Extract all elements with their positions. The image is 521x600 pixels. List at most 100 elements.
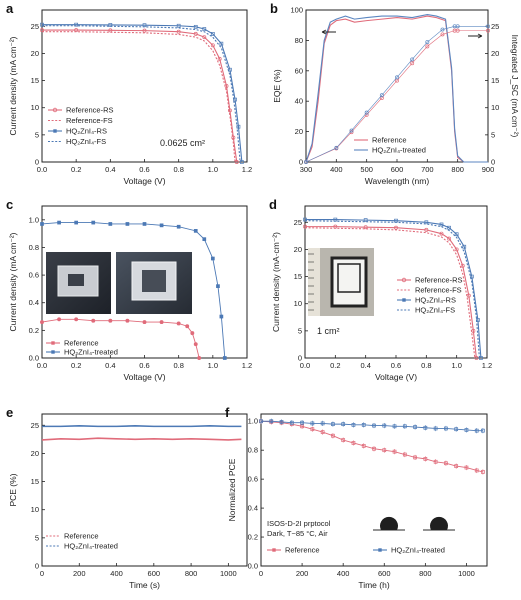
y-tick-label: 15 — [294, 272, 302, 281]
y-tick-label: 10 — [31, 103, 39, 112]
legend-label: Reference — [285, 546, 320, 555]
data-point — [234, 160, 239, 164]
legend-marker — [53, 129, 57, 133]
x-tick-label: 0.2 — [330, 361, 340, 370]
legend-marker — [52, 107, 58, 113]
x-tick-label: 700 — [421, 165, 434, 174]
y-tick-label: 5 — [298, 326, 302, 335]
data-point — [108, 28, 113, 33]
y-tick-label: 0.4 — [248, 504, 258, 513]
area-annotation: 0.0625 cm² — [160, 138, 205, 148]
data-point — [454, 247, 459, 252]
data-point — [74, 317, 79, 322]
x-tick-label: 0.4 — [105, 165, 115, 174]
series-line-hq-zni-treated — [305, 14, 488, 163]
y-tick-label: 0.6 — [29, 271, 39, 280]
data-point — [108, 222, 113, 226]
x-tick-label: 0.2 — [71, 361, 81, 370]
x-tick-label: 600 — [391, 165, 404, 174]
data-point — [185, 324, 190, 329]
data-point — [219, 314, 224, 319]
x-tick-label: 0.0 — [300, 361, 310, 370]
data-point — [142, 320, 147, 325]
y-tick-label: 25 — [294, 218, 302, 227]
x-tick-label: 0 — [259, 569, 263, 578]
data-point — [176, 29, 181, 34]
data-point — [447, 225, 451, 230]
x-tick-label: 0.2 — [71, 165, 81, 174]
y-tick-label: 15 — [31, 477, 39, 486]
legend-label: HQ₂ZnI₄-RS — [415, 296, 456, 305]
y-tick-label: 0 — [298, 354, 302, 363]
water-droplet-treated-image — [430, 516, 448, 530]
data-point — [363, 218, 368, 222]
data-point — [425, 44, 430, 49]
panel-label: e — [6, 405, 13, 420]
y-tick-label: 20 — [295, 127, 303, 136]
data-point — [176, 23, 181, 28]
data-point — [486, 28, 490, 33]
x-tick-label: 0.8 — [421, 361, 431, 370]
y-axis-label: Current density (mA cm⁻²) — [8, 232, 18, 331]
panel-label: d — [269, 197, 277, 212]
data-point — [142, 28, 147, 33]
y-tick-label: 0 — [35, 158, 39, 167]
data-point — [176, 224, 181, 229]
x-axis-label: Voltage (V) — [123, 372, 165, 382]
x-tick-label: 600 — [148, 569, 161, 578]
y-tick-label: 10 — [31, 505, 39, 514]
legend-label: Reference — [64, 339, 99, 348]
y-tick-label: 5 — [35, 533, 39, 542]
y2-tick-label: 15 — [491, 76, 499, 85]
y-tick-label: 0.8 — [29, 243, 39, 252]
data-point — [455, 28, 460, 33]
data-point — [474, 356, 479, 360]
right-axis-arrow — [468, 33, 483, 39]
legend-marker — [51, 350, 55, 354]
data-point — [190, 331, 195, 336]
data-point — [439, 222, 444, 227]
x-tick-label: 800 — [451, 165, 464, 174]
data-point — [222, 356, 227, 360]
x-tick-label: 0.8 — [173, 165, 183, 174]
y-axis-label: PCE (%) — [8, 473, 18, 506]
x-axis-label: Voltage (V) — [123, 176, 165, 186]
x-tick-label: 1.0 — [208, 361, 218, 370]
chart-c: 0.0 0.2 0.4 0.6 0.8 1.0 1.2 0.0 0.2 0.4 0.6 0.8 1.0 V… — [6, 197, 252, 382]
y2-tick-label: 10 — [491, 103, 499, 112]
series-line-hq-zni-treated — [261, 420, 483, 432]
legend-label: Reference-RS — [66, 106, 114, 115]
x-tick-label: 0.4 — [105, 361, 115, 370]
y-tick-label: 80 — [295, 36, 303, 45]
y-tick-label: 40 — [295, 97, 303, 106]
y-tick-label: 0.0 — [248, 562, 258, 571]
protocol-annotation: ISOS-D-2I prptocol — [267, 519, 331, 528]
panel-label: c — [6, 197, 13, 212]
legend-label: HQ₂ZnI₄-treated — [64, 542, 118, 551]
legend-label: HQ₂ZnI₄-treated — [391, 546, 445, 555]
series-line-hq-zni-treated — [305, 25, 488, 163]
x-tick-label: 0.6 — [139, 361, 149, 370]
data-point — [57, 317, 62, 322]
legend-marker — [401, 277, 407, 283]
active-area-shape — [337, 263, 361, 293]
y-tick-label: 60 — [295, 66, 303, 75]
y-tick-label: 0.8 — [248, 446, 258, 455]
y-tick-label: 20 — [31, 49, 39, 58]
device-window-shape — [142, 270, 166, 292]
data-point — [395, 75, 399, 80]
panel-label: a — [6, 1, 14, 16]
data-point — [394, 225, 398, 230]
x-tick-label: 0.8 — [173, 361, 183, 370]
data-point — [108, 23, 113, 27]
data-point — [210, 32, 215, 36]
x-tick-label: 1000 — [220, 569, 237, 578]
chart-d: 0.0 0.2 0.4 0.6 0.8 1.0 1.2 0 5 10 15 20 25 Voltage (… — [269, 197, 492, 382]
panel-label: f — [225, 405, 230, 420]
legend-label: Reference-RS — [415, 276, 463, 285]
data-point — [217, 56, 222, 61]
y2-tick-label: 5 — [491, 130, 495, 139]
series-line-reference-rs — [42, 29, 238, 163]
x-tick-label: 1.2 — [242, 165, 252, 174]
